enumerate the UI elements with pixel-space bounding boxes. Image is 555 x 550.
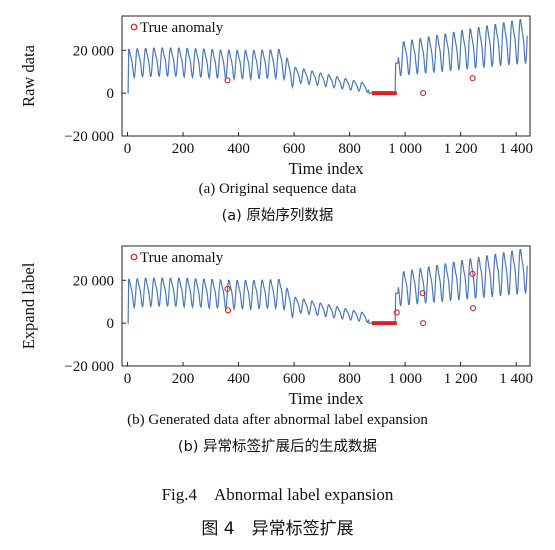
legend-marker [130,253,138,261]
legend-label: True anomaly [140,20,224,36]
anomaly-point [393,309,400,316]
x-axis-label: Time index [288,159,364,178]
y-tick-label: −20 000 [64,359,114,375]
plot-area: 0 200 400 600 800 1 000 1 200 1 400 20 000 0 −20 0… [64,15,533,157]
legend: True anomaly [130,20,224,36]
y-axis-label: Expand label [19,262,38,349]
y-tick-label: −20 000 [64,129,114,145]
legend: True anomaly [130,250,224,266]
x-tick-label: 1 400 [499,371,533,387]
anomaly-point [470,305,477,312]
plot-area: 0 200 400 600 800 1 000 1 200 1 400 20 000 0 −20 0… [64,245,533,387]
x-tick-label: 1 200 [444,371,478,387]
y-tick-label: 20 000 [73,273,114,289]
figure-caption-en: Fig.4 Abnormal label expansion [161,485,394,504]
chart-a-caption-cn: (a) 原始序列数据 [221,208,334,224]
anomaly-point [469,75,476,82]
x-tick-label: 1 400 [499,141,533,157]
y-tick-label: 0 [107,316,115,332]
x-tick-label: 200 [172,371,195,387]
x-tick-label: 800 [338,141,361,157]
legend-label: True anomaly [140,250,224,266]
series-line [127,248,528,324]
anomaly-point [224,307,232,314]
x-tick-label: 600 [283,371,306,387]
x-tick-label: 400 [227,141,250,157]
x-tick-label: 200 [172,141,195,157]
plot-frame [121,15,531,137]
anomaly-point [419,290,426,297]
x-axis-label: Time index [288,389,364,408]
chart-a-caption-en: (a) Original sequence data [198,181,357,197]
x-tick-label: 1 000 [388,371,422,387]
anomaly-point [224,77,231,84]
anomaly-point [420,90,427,97]
anomaly-point [469,270,476,277]
x-tick-label: 600 [283,141,306,157]
chart-b-caption-cn: (b) 异常标签扩展后的生成数据 [177,439,378,455]
figure-caption-cn: 图 4 异常标签扩展 [201,519,354,539]
anomaly-point [420,320,427,327]
anomaly-point [224,285,231,292]
plot-frame [121,245,531,367]
x-tick-label: 0 [124,371,132,387]
chart-a: 0 200 400 600 800 1 000 1 200 1 400 20 000 0 −20 0… [19,15,533,178]
y-axis-label: Raw data [19,44,38,107]
series-line [127,18,528,94]
chart-b-caption-en: (b) Generated data after abnormal label … [127,412,428,428]
x-tick-label: 400 [227,371,250,387]
legend-marker [130,23,138,31]
chart-b: 0 200 400 600 800 1 000 1 200 1 400 20 000 0 −20 0… [19,245,533,408]
x-tick-label: 1 000 [388,141,422,157]
y-tick-label: 20 000 [73,43,114,59]
x-tick-label: 1 200 [444,141,478,157]
x-tick-label: 0 [124,141,132,157]
x-tick-label: 800 [338,371,361,387]
y-tick-label: 0 [107,86,115,102]
